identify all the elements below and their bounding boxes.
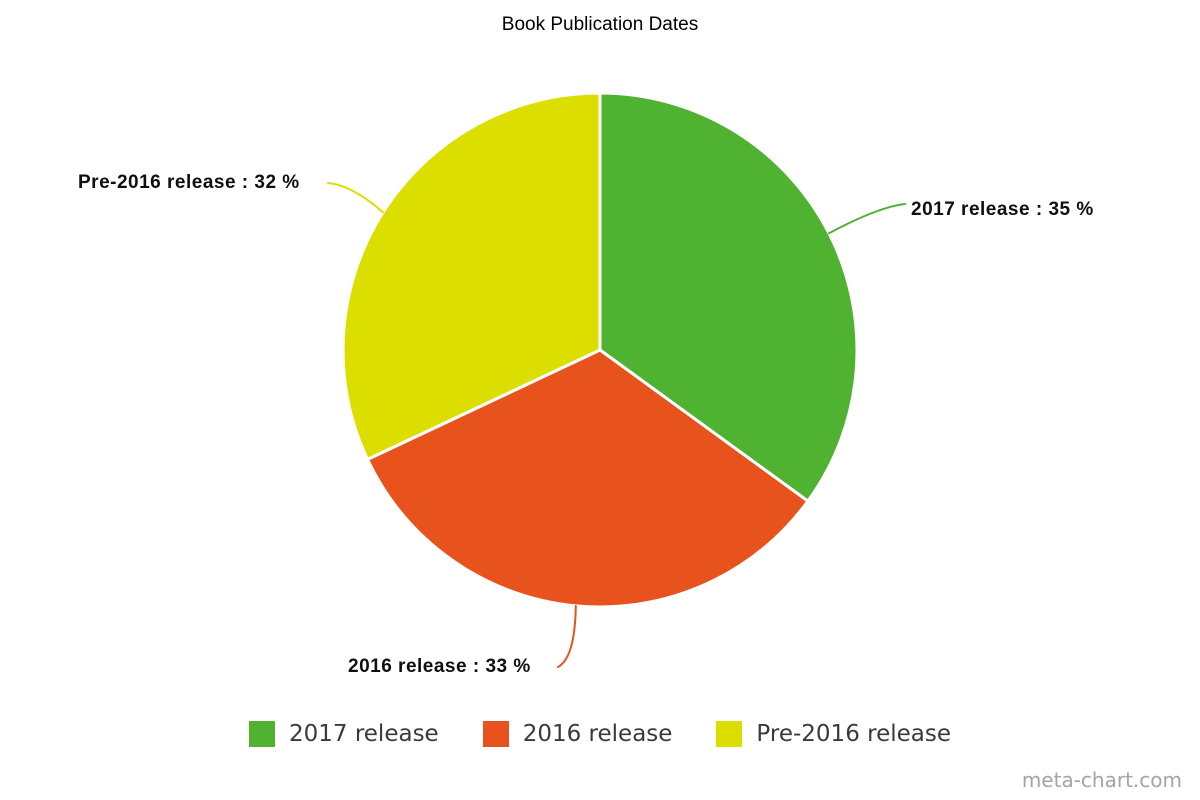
slice-callout-2017-release: 2017 release : 35 %: [911, 199, 1094, 220]
legend-label-pre-2016-release: Pre-2016 release: [756, 721, 952, 747]
legend-label-2017-release: 2017 release: [288, 721, 439, 747]
watermark-meta-chart: meta-chart.com: [1021, 768, 1182, 792]
legend: 2017 release 2016 release Pre-2016 relea…: [0, 721, 1200, 747]
leader-line-2016-release: [557, 604, 577, 668]
chart-title: Book Publication Dates: [501, 14, 699, 35]
legend-item-2016-release: 2016 release: [482, 721, 673, 747]
legend-swatch-pre-2016-release: [716, 721, 743, 747]
leader-line-2017-release: [828, 203, 906, 235]
legend-swatch-2016-release: [482, 721, 509, 747]
legend-label-2016-release: 2016 release: [522, 721, 673, 747]
slice-callout-pre-2016-release: Pre-2016 release : 32 %: [78, 172, 300, 193]
legend-item-pre-2016-release: Pre-2016 release: [716, 721, 951, 747]
legend-swatch-2017-release: [248, 721, 275, 747]
slice-callout-2016-release: 2016 release : 33 %: [348, 656, 531, 677]
leader-line-pre-2016-release: [327, 182, 384, 214]
legend-item-2017-release: 2017 release: [248, 721, 439, 747]
